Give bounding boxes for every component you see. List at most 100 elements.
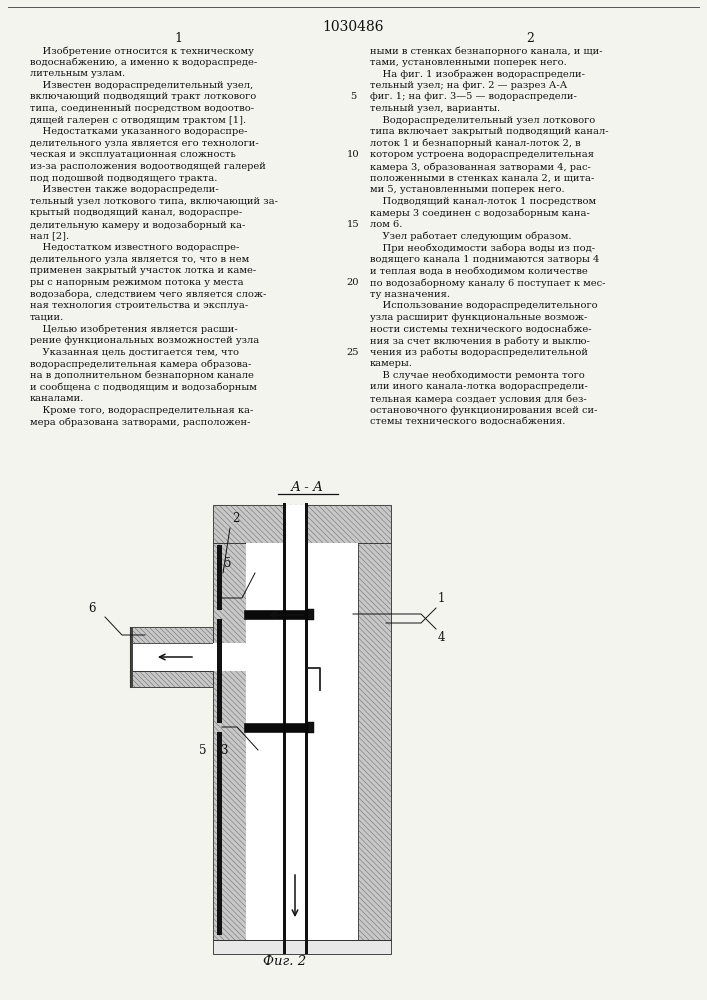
Text: положенными в стенках канала 2, и щита-: положенными в стенках канала 2, и щита- <box>370 174 595 183</box>
Text: ческая и эксплуатационная сложность: ческая и эксплуатационная сложность <box>30 150 235 159</box>
Text: нал [2].: нал [2]. <box>30 232 69 241</box>
Text: фиг. 1; на фиг. 3—5 — водораспредели-: фиг. 1; на фиг. 3—5 — водораспредели- <box>370 92 577 101</box>
Bar <box>246 543 358 940</box>
Text: тельная камера создает условия для без-: тельная камера создает условия для без- <box>370 394 587 403</box>
Text: тельный узел лоткового типа, включающий за-: тельный узел лоткового типа, включающий … <box>30 197 278 206</box>
Text: Целью изобретения является расши-: Целью изобретения является расши- <box>30 324 238 334</box>
Bar <box>244 610 311 619</box>
Bar <box>217 545 222 610</box>
Text: 1: 1 <box>438 592 445 605</box>
Text: типа, соединенный посредством водоотво-: типа, соединенный посредством водоотво- <box>30 104 254 113</box>
Text: остановочного функционирования всей си-: остановочного функционирования всей си- <box>370 406 597 415</box>
Bar <box>283 503 286 954</box>
Bar <box>308 609 314 620</box>
Text: лительным узлам.: лительным узлам. <box>30 69 125 78</box>
Text: камера 3, образованная затворами 4, рас-: камера 3, образованная затворами 4, рас- <box>370 162 591 172</box>
Text: тации.: тации. <box>30 313 64 322</box>
Text: ная технология строительства и эксплуа-: ная технология строительства и эксплуа- <box>30 301 248 310</box>
Text: 1: 1 <box>174 32 182 45</box>
Text: 5: 5 <box>224 557 231 570</box>
Text: каналами.: каналами. <box>30 394 84 403</box>
Bar <box>130 627 133 687</box>
Text: камеры 3 соединен с водозаборным кана-: камеры 3 соединен с водозаборным кана- <box>370 208 590 218</box>
Text: А - А: А - А <box>291 481 324 494</box>
Text: тами, установленными поперек него.: тами, установленными поперек него. <box>370 58 567 67</box>
Bar <box>305 503 308 954</box>
Text: 20: 20 <box>346 278 359 287</box>
Text: и теплая вода в необходимом количестве: и теплая вода в необходимом количестве <box>370 266 588 275</box>
Text: на в дополнительном безнапорном канале: на в дополнительном безнапорном канале <box>30 371 254 380</box>
Text: по водозаборному каналу 6 поступает к мес-: по водозаборному каналу 6 поступает к ме… <box>370 278 605 288</box>
Bar <box>244 723 311 732</box>
Text: делительного узла является его технологи-: делительного узла является его технологи… <box>30 139 259 148</box>
Text: Кроме того, водораспределительная ка-: Кроме того, водораспределительная ка- <box>30 406 253 415</box>
Text: под подошвой подводящего тракта.: под подошвой подводящего тракта. <box>30 174 217 183</box>
Text: На фиг. 1 изображен водораспредели-: На фиг. 1 изображен водораспредели- <box>370 69 585 79</box>
Text: включающий подводящий тракт лоткового: включающий подводящий тракт лоткового <box>30 92 256 101</box>
Text: лом 6.: лом 6. <box>370 220 402 229</box>
Text: водящего канала 1 поднимаются затворы 4: водящего канала 1 поднимаются затворы 4 <box>370 255 600 264</box>
Text: 5: 5 <box>199 744 206 757</box>
Text: стемы технического водоснабжения.: стемы технического водоснабжения. <box>370 417 566 426</box>
Text: 1030486: 1030486 <box>322 20 384 34</box>
Text: Известен водораспределительный узел,: Известен водораспределительный узел, <box>30 81 253 90</box>
Text: ми 5, установленными поперек него.: ми 5, установленными поперек него. <box>370 185 565 194</box>
Bar <box>286 505 305 940</box>
Text: ту назначения.: ту назначения. <box>370 290 450 299</box>
Text: водораспределительная камера образова-: водораспределительная камера образова- <box>30 359 252 369</box>
Text: В случае необходимости ремонта того: В случае необходимости ремонта того <box>370 371 585 380</box>
Text: Подводящий канал-лоток 1 посредством: Подводящий канал-лоток 1 посредством <box>370 197 596 206</box>
Text: Недостатком известного водораспре-: Недостатком известного водораспре- <box>30 243 240 252</box>
Text: крытый подводящий канал, водораспре-: крытый подводящий канал, водораспре- <box>30 208 243 217</box>
Text: водоснабжению, а именно к водораспреде-: водоснабжению, а именно к водораспреде- <box>30 58 257 67</box>
Text: Изобретение относится к техническому: Изобретение относится к техническому <box>30 46 254 55</box>
Text: Указанная цель достигается тем, что: Указанная цель достигается тем, что <box>30 348 239 357</box>
Text: 2: 2 <box>526 32 534 45</box>
Text: делительного узла является то, что в нем: делительного узла является то, что в нем <box>30 255 250 264</box>
Text: 5: 5 <box>350 92 356 101</box>
Text: Недостатками указанного водораспре-: Недостатками указанного водораспре- <box>30 127 247 136</box>
Text: камеры.: камеры. <box>370 359 413 368</box>
Text: 4: 4 <box>438 631 445 644</box>
Text: лоток 1 и безнапорный канал-лоток 2, в: лоток 1 и безнапорный канал-лоток 2, в <box>370 139 580 148</box>
Bar <box>358 543 391 940</box>
Bar <box>213 543 246 940</box>
Text: делительную камеру и водозаборный ка-: делительную камеру и водозаборный ка- <box>30 220 245 230</box>
Text: Известен также водораспредели-: Известен также водораспредели- <box>30 185 218 194</box>
Text: ности системы технического водоснабже-: ности системы технического водоснабже- <box>370 324 592 333</box>
Text: 2: 2 <box>232 512 240 525</box>
Bar <box>213 940 391 954</box>
Bar <box>130 643 213 671</box>
Bar <box>213 643 246 671</box>
Text: 6: 6 <box>88 602 95 615</box>
Text: 10: 10 <box>346 150 359 159</box>
Text: применен закрытый участок лотка и каме-: применен закрытый участок лотка и каме- <box>30 266 256 275</box>
Text: Водораспределительный узел лоткового: Водораспределительный узел лоткового <box>370 116 595 125</box>
Text: Фиг. 2: Фиг. 2 <box>264 955 307 968</box>
Text: 3: 3 <box>220 744 228 757</box>
Text: тельный узел, варианты.: тельный узел, варианты. <box>370 104 500 113</box>
Text: ры с напорным режимом потока у места: ры с напорным режимом потока у места <box>30 278 244 287</box>
Text: ными в стенках безнапорного канала, и щи-: ными в стенках безнапорного канала, и щи… <box>370 46 602 55</box>
Bar <box>217 619 222 723</box>
Text: При необходимости забора воды из под-: При необходимости забора воды из под- <box>370 243 595 253</box>
Text: Использование водораспределительного: Использование водораспределительного <box>370 301 597 310</box>
Bar <box>308 722 314 733</box>
Text: Узел работает следующим образом.: Узел работает следующим образом. <box>370 232 571 241</box>
Text: и сообщена с подводящим и водозаборным: и сообщена с подводящим и водозаборным <box>30 382 257 392</box>
Text: водозабора, следствием чего является слож-: водозабора, следствием чего является сло… <box>30 290 267 299</box>
Text: или иного канала-лотка водораспредели-: или иного канала-лотка водораспредели- <box>370 382 588 391</box>
Text: котором устроена водораспределительная: котором устроена водораспределительная <box>370 150 594 159</box>
Text: ния за счет включения в работу и выклю-: ния за счет включения в работу и выклю- <box>370 336 590 346</box>
Text: из-за расположения водоотводящей галерей: из-за расположения водоотводящей галерей <box>30 162 266 171</box>
Text: тельный узел; на фиг. 2 — разрез А-А: тельный узел; на фиг. 2 — разрез А-А <box>370 81 567 90</box>
Text: мера образована затворами, расположен-: мера образована затворами, расположен- <box>30 417 250 427</box>
Text: дящей галерен с отводящим трактом [1].: дящей галерен с отводящим трактом [1]. <box>30 116 246 125</box>
Text: узла расширит функциональные возмож-: узла расширит функциональные возмож- <box>370 313 588 322</box>
Bar <box>130 671 213 687</box>
Text: 15: 15 <box>346 220 359 229</box>
Text: чения из работы водораспределительной: чения из работы водораспределительной <box>370 348 588 357</box>
Text: типа включает закрытый подводящий канал-: типа включает закрытый подводящий канал- <box>370 127 609 136</box>
Bar <box>217 732 222 935</box>
Bar <box>213 505 391 543</box>
